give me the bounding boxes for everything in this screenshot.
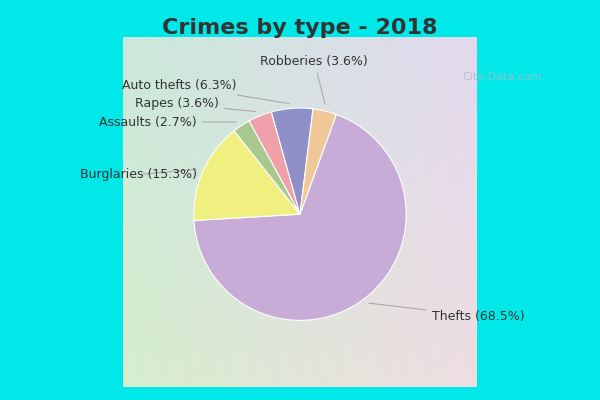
Wedge shape xyxy=(300,109,337,214)
Wedge shape xyxy=(194,131,300,220)
Wedge shape xyxy=(271,108,313,214)
Wedge shape xyxy=(234,121,300,214)
Text: Thefts (68.5%): Thefts (68.5%) xyxy=(369,303,524,323)
Text: Crimes by type - 2018: Crimes by type - 2018 xyxy=(162,18,438,38)
Text: Auto thefts (6.3%): Auto thefts (6.3%) xyxy=(122,79,289,104)
Text: Burglaries (15.3%): Burglaries (15.3%) xyxy=(80,168,197,181)
Text: Assaults (2.7%): Assaults (2.7%) xyxy=(99,116,236,129)
Text: Rapes (3.6%): Rapes (3.6%) xyxy=(136,97,256,112)
Wedge shape xyxy=(194,114,406,320)
Text: Robberies (3.6%): Robberies (3.6%) xyxy=(260,55,368,104)
Text: City-Data.com: City-Data.com xyxy=(462,72,542,82)
Wedge shape xyxy=(249,112,300,214)
